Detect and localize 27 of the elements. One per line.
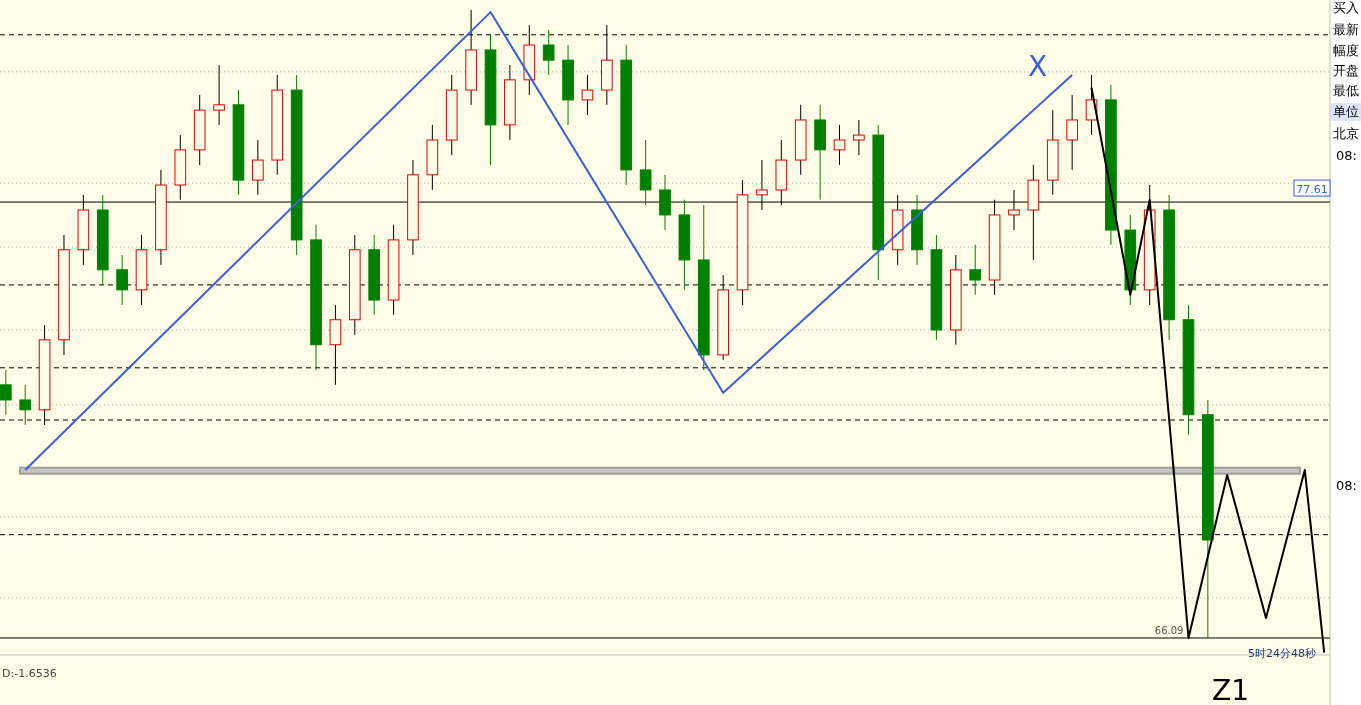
text: 幅度: [1333, 43, 1359, 58]
text: Z1: [1212, 674, 1249, 705]
ref-line-label: 66.09: [1154, 624, 1184, 636]
candlestick: [542, 29, 555, 76]
annotation: X: [1028, 50, 1048, 83]
candlestick: [1066, 94, 1078, 171]
candlestick: [581, 74, 594, 116]
text: 最新: [1333, 22, 1359, 37]
annotation: 5时24分48秒: [1248, 647, 1316, 660]
text: 开盘: [1333, 63, 1359, 78]
candlestick: [19, 384, 32, 426]
candlestick: [969, 244, 982, 296]
candlestick: [213, 64, 225, 126]
text: D:-1.6536: [2, 667, 57, 680]
text: 买入: [1333, 0, 1359, 15]
candlestick: [833, 124, 846, 166]
ref-line-label: 77.61: [1296, 183, 1328, 197]
text: 北京: [1333, 126, 1359, 141]
candlestick: [0, 369, 12, 416]
text: 08:: [1336, 478, 1357, 493]
text: 最低: [1333, 83, 1359, 98]
text: 08:: [1336, 148, 1357, 163]
candlestick: [116, 254, 128, 306]
text: 单位: [1333, 104, 1359, 119]
candlestick: [639, 139, 652, 206]
candlestick: [853, 119, 865, 156]
candlestick: [252, 139, 264, 196]
